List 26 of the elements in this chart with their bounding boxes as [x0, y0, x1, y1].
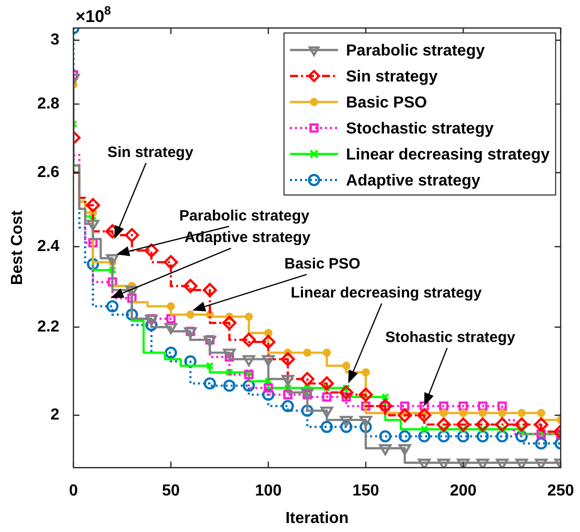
- legend-label: Parabolic strategy: [346, 42, 485, 60]
- legend-label: Stochastic strategy: [346, 120, 494, 138]
- legend-label: Adaptive strategy: [346, 172, 480, 190]
- annotation: Sin strategy: [107, 144, 194, 161]
- annotation: Parabolic strategy: [179, 207, 310, 224]
- x-tick-label: 150: [352, 482, 380, 500]
- x-tick-label: 250: [547, 482, 574, 500]
- y-tick-label: 2.2: [37, 318, 60, 336]
- y-tick-label: 2.4: [37, 238, 60, 256]
- annotation: Linear decreasing strategy: [290, 284, 482, 302]
- legend-label: Basic PSO: [346, 94, 427, 112]
- annotation: Stohastic strategy: [385, 329, 516, 346]
- annotation: Adaptive strategy: [184, 229, 312, 246]
- legend-label: Linear decreasing strategy: [346, 146, 550, 164]
- x-tick-label: 200: [450, 482, 477, 500]
- y-tick-label: 2.6: [37, 164, 60, 182]
- annotation: Basic PSO: [284, 255, 361, 272]
- x-tick-label: 50: [162, 482, 180, 500]
- y-axis-title: Best Cost: [9, 210, 26, 286]
- x-axis-title: Iteration: [285, 510, 349, 527]
- y-tick-label: 2: [50, 406, 60, 424]
- y-tick-label: 3: [50, 32, 60, 49]
- x-tick-label: 100: [254, 482, 282, 500]
- y-tick-label: 2.8: [37, 95, 60, 112]
- legend-label: Sin strategy: [346, 68, 438, 86]
- x-tick-label: 0: [68, 482, 78, 500]
